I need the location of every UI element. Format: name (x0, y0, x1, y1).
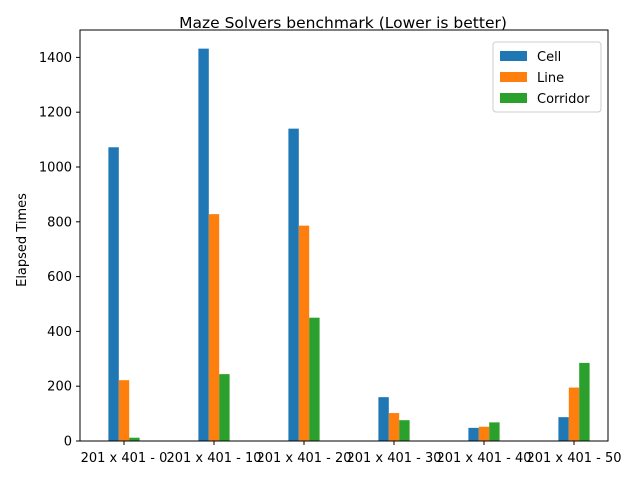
legend-swatch-line (500, 72, 527, 82)
bar-corridor-2 (309, 317, 320, 441)
bar-line-2 (298, 225, 310, 441)
bar-cell-5 (558, 417, 569, 441)
y-tick-label: 1000 (39, 161, 72, 176)
plot-frame (79, 29, 609, 442)
legend-swatch-cell (500, 51, 527, 61)
x-tick-label: 201 x 401 - 40 (436, 451, 531, 466)
x-tick-label: 201 x 401 - 30 (346, 451, 441, 466)
bar-cell-1 (198, 48, 209, 441)
bar-line-1 (208, 214, 220, 441)
bar-corridor-5 (579, 362, 590, 441)
bar-cell-3 (378, 397, 389, 441)
y-tick-label: 400 (47, 325, 72, 340)
y-tick-label: 1200 (39, 106, 72, 121)
bar-cell-0 (108, 147, 119, 441)
y-tick-label: 0 (64, 435, 72, 450)
x-tick-label: 201 x 401 - 20 (256, 451, 351, 466)
y-axis-ticks: 0 200 400 600 800 1000 1200 1400 (39, 51, 80, 450)
legend: Cell Line Corridor (492, 41, 602, 113)
bar-cell-4 (468, 427, 479, 441)
y-axis-label: Elapsed Times (15, 193, 30, 287)
x-tick-label: 201 x 401 - 50 (526, 451, 621, 466)
x-tick-label: 201 x 401 - 10 (166, 451, 261, 466)
bar-corridor-0 (129, 437, 140, 441)
bars (108, 48, 590, 441)
x-tick-label: 201 x 401 - 0 (81, 451, 168, 466)
legend-label-corridor: Corridor (537, 92, 590, 107)
bar-cell-2 (288, 128, 299, 441)
y-tick-label: 200 (47, 380, 72, 395)
bar-line-4 (478, 426, 490, 441)
legend-label-line: Line (537, 71, 564, 86)
legend-label-cell: Cell (537, 50, 561, 65)
legend-swatch-corridor (500, 93, 527, 103)
chart-title: Maze Solvers benchmark (Lower is better) (179, 14, 507, 32)
bar-line-3 (388, 413, 400, 441)
y-tick-label: 600 (47, 270, 72, 285)
bar-line-0 (118, 380, 130, 441)
bar-corridor-3 (399, 420, 410, 441)
bar-corridor-4 (489, 422, 500, 441)
bar-line-5 (568, 387, 580, 441)
y-tick-label: 800 (47, 215, 72, 230)
bar-corridor-1 (219, 374, 230, 441)
y-tick-label: 1400 (39, 51, 72, 66)
